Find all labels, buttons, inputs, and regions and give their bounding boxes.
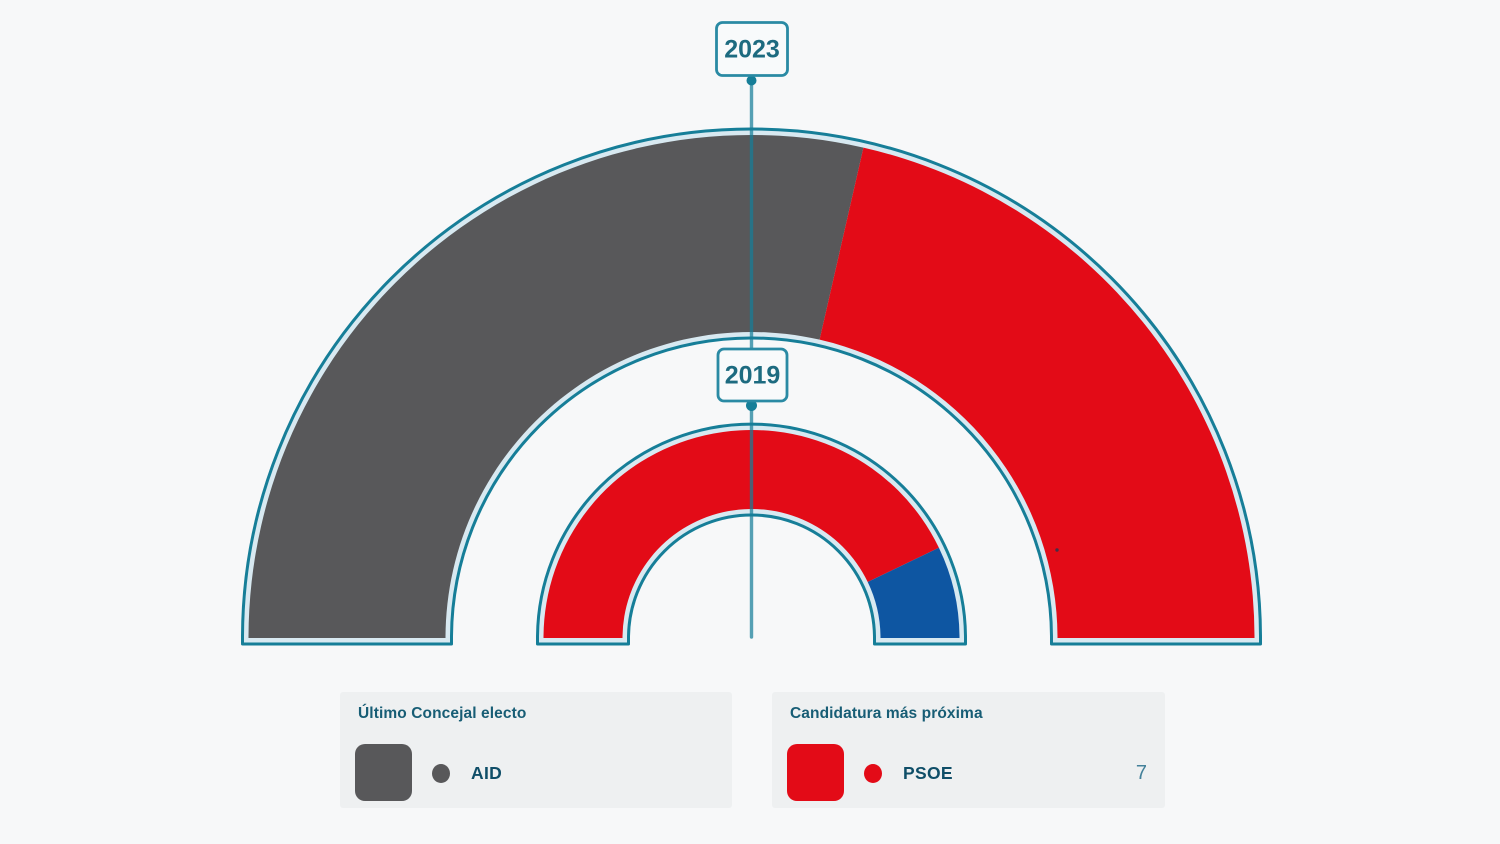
arc-segment-2023-PSOE[interactable]	[819, 147, 1255, 638]
year-text-2019: 2019	[725, 362, 781, 390]
legend-card-last-councillor: Último Concejal electo AID	[340, 692, 732, 808]
ring-2019	[536, 422, 967, 646]
arc-segment-2019-unnamed[interactable]	[867, 547, 960, 638]
party-name: PSOE	[903, 763, 953, 783]
connector-dot-2023	[746, 75, 757, 86]
party-name: AID	[471, 763, 503, 783]
year-box-2019[interactable]	[716, 347, 789, 403]
party-value: 7	[1135, 762, 1147, 784]
seat-arcs-layer	[241, 127, 1262, 646]
year-text-2023: 2023	[724, 36, 780, 64]
year-box-2023[interactable]	[715, 21, 789, 77]
party-swatch-psoe	[787, 744, 844, 801]
party-swatch-aid	[355, 744, 412, 801]
ring-2023	[241, 127, 1262, 646]
arc-segment-2023-AID[interactable]	[248, 134, 864, 639]
legend-card-title: Último Concejal electo	[358, 705, 527, 722]
legend-card-title: Candidatura más próxima	[790, 705, 983, 722]
arc-segment-2019-PSOE[interactable]	[543, 429, 939, 638]
year-label-2023[interactable]: 2023	[715, 21, 789, 77]
party-dot-icon	[864, 764, 882, 783]
legend-card-closest-candidature: Candidatura más próxima PSOE 7	[772, 692, 1165, 808]
connector-dot-2019	[746, 400, 757, 411]
artifact-speck	[1055, 548, 1059, 552]
party-dot-icon	[432, 764, 450, 783]
year-label-2019[interactable]: 2019	[716, 347, 789, 403]
